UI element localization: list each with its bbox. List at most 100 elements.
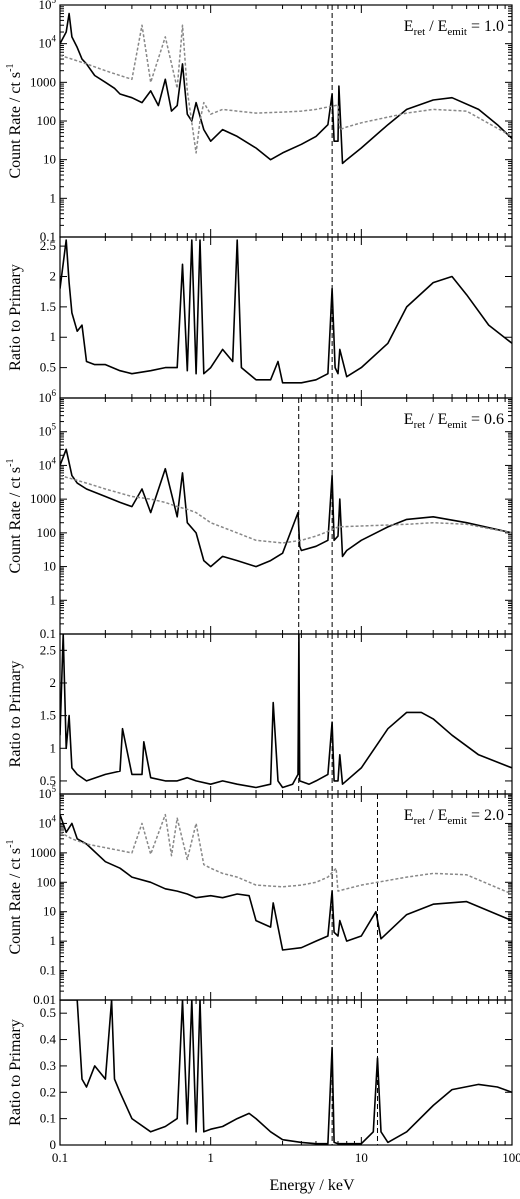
annotation-part: = 1.0 [467, 18, 504, 35]
x-tick-label: 1 [207, 1150, 214, 1165]
y-tick-label: 1 [50, 592, 57, 607]
y-tick-label: 0.5 [40, 773, 56, 788]
y-tick-label: 105 [39, 422, 57, 439]
y-axis-label: Ratio to Primary [7, 264, 24, 371]
x-tick-label: 0.1 [52, 1150, 68, 1165]
y-tick-label: 1 [50, 190, 57, 205]
y-tick-label: 0.2 [40, 1084, 56, 1099]
panel-5: 0.01 0.1 1 10 100 1000 104 105 Eret / Eemit = 2.… [5, 784, 513, 1007]
y-axis-label-exponent: -1 [5, 840, 16, 848]
panel-annotation: Eret / Eemit = 2.0 [404, 807, 504, 827]
panel-6: 0 0.1 0.2 0.3 0.4 0.5 Ratio to Primary [7, 999, 513, 1152]
series-line-dashed [60, 474, 512, 544]
y-tick-label: 1.5 [40, 299, 56, 314]
y-tick-label: 0.4 [40, 1032, 57, 1047]
y-tick-label: 0.1 [40, 1111, 56, 1126]
x-tick-label: 10 [355, 1150, 368, 1165]
annotation-part: emit [447, 815, 467, 827]
y-tick-label: 10 [43, 559, 56, 574]
panel-annotation: Eret / Eemit = 0.6 [404, 411, 504, 431]
annotation-part: E [404, 807, 414, 824]
y-tick-label: 1 [50, 329, 57, 344]
annotation-part: / E [425, 18, 447, 35]
y-axis-label: Count Rate / ct s-1 [5, 459, 24, 574]
y-tick-exponent: 5 [52, 0, 57, 5]
annotation-part: ret [414, 419, 426, 431]
series-line-dashed [60, 813, 512, 895]
y-tick-label: 2.5 [40, 642, 56, 657]
y-tick-label: 0.1 [40, 963, 56, 978]
y-tick-exponent: 4 [52, 455, 57, 465]
y-tick-label: 0.1 [40, 626, 56, 641]
y-axis-label: Ratio to Primary [7, 661, 24, 768]
annotation-part: = 2.0 [467, 807, 504, 824]
y-tick-label: 1 [50, 740, 57, 755]
panel-2: 0.5 1 1.5 2 2.5 Ratio to Primary [7, 236, 513, 399]
series-line-solid [60, 634, 512, 789]
series-line-solid [60, 239, 512, 384]
y-tick-label: 1000 [30, 845, 56, 860]
y-tick-label: 0.5 [40, 360, 56, 375]
annotation-part: emit [447, 26, 467, 38]
y-tick-label: 105 [39, 784, 57, 801]
series-line-solid [60, 814, 512, 951]
y-tick-label: 1000 [30, 491, 56, 506]
y-axis-label-exponent: -1 [5, 459, 16, 467]
annotation-part: / E [425, 807, 447, 824]
y-tick-label: 10 [43, 152, 56, 167]
series-line-solid [60, 12, 512, 165]
y-axis-label-exponent: -1 [5, 64, 16, 72]
y-tick-label: 2.5 [40, 238, 56, 253]
y-tick-label: 104 [39, 813, 57, 830]
annotation-part: E [404, 411, 414, 428]
y-tick-label: 106 [39, 388, 57, 405]
y-tick-label: 2 [50, 675, 57, 690]
y-tick-label: 0.01 [33, 992, 56, 1007]
y-tick-exponent: 4 [52, 34, 57, 44]
annotation-part: emit [447, 419, 467, 431]
y-tick-label: 1.5 [40, 708, 56, 723]
panel-annotation: Eret / Eemit = 1.0 [404, 18, 504, 38]
panel-frame [59, 236, 513, 399]
y-tick-label: 10 [43, 904, 56, 919]
panel-frame [59, 397, 513, 635]
y-axis-label: Count Rate / ct s-1 [5, 840, 24, 955]
series-line-dashed [60, 24, 512, 154]
y-tick-label: 100 [37, 525, 57, 540]
panel-4: 0.5 1 1.5 2 2.5 Ratio to Primary [7, 633, 513, 795]
y-tick-label: 100 [37, 113, 57, 128]
panel-1: 0.1 1 10 100 1000 104 105 Eret / Eemit = 1.0 Cou… [5, 0, 513, 244]
y-axis-label: Count Rate / ct s-1 [5, 64, 24, 179]
series-line-solid [60, 448, 512, 568]
series-line-solid [60, 1000, 512, 1145]
y-tick-exponent: 4 [52, 813, 57, 823]
y-tick-label: 1000 [30, 74, 56, 89]
y-tick-label: 0.5 [40, 1005, 56, 1020]
x-axis-label: Energy / keV [269, 1177, 354, 1194]
panel-frame [59, 4, 513, 238]
y-tick-label: 2 [50, 268, 57, 283]
panel-frame [59, 793, 513, 1001]
y-tick-label: 0.3 [40, 1058, 56, 1073]
annotation-part: / E [425, 411, 447, 428]
y-tick-label: 104 [39, 455, 57, 472]
y-tick-label: 105 [39, 0, 57, 12]
panel-frame [59, 633, 513, 795]
x-tick-label: 100 [502, 1150, 520, 1165]
y-tick-label: 104 [39, 34, 57, 51]
y-tick-exponent: 5 [52, 784, 57, 794]
annotation-part: E [404, 18, 414, 35]
y-tick-label: 0 [50, 1137, 57, 1152]
annotation-part: = 0.6 [467, 411, 504, 428]
y-tick-label: 100 [37, 874, 57, 889]
y-tick-label: 0.1 [40, 229, 56, 244]
y-tick-label: 1 [50, 933, 57, 948]
annotation-part: ret [414, 26, 426, 38]
panel-frame [59, 999, 513, 1146]
y-tick-exponent: 6 [52, 388, 57, 398]
y-axis-label: Ratio to Primary [7, 1019, 24, 1126]
y-tick-exponent: 5 [52, 422, 57, 432]
panel-3: 0.1 1 10 100 1000 104 105 106 Eret / Eemit = 0.6… [5, 388, 513, 641]
annotation-part: ret [414, 815, 426, 827]
